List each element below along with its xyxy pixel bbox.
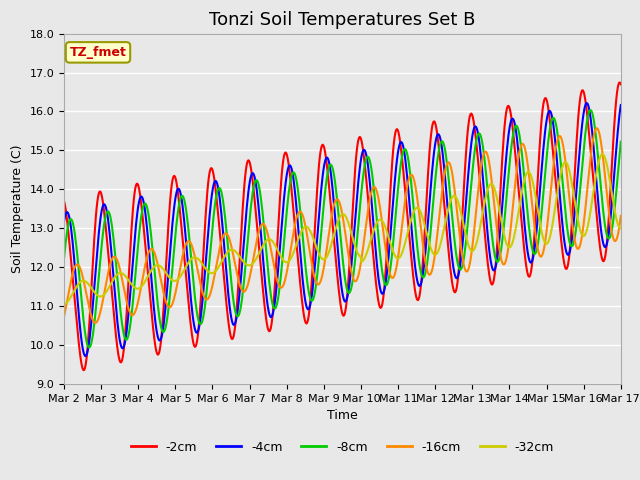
Y-axis label: Soil Temperature (C): Soil Temperature (C) (11, 144, 24, 273)
Text: TZ_fmet: TZ_fmet (70, 46, 127, 59)
X-axis label: Time: Time (327, 409, 358, 422)
Legend: -2cm, -4cm, -8cm, -16cm, -32cm: -2cm, -4cm, -8cm, -16cm, -32cm (125, 436, 559, 459)
Title: Tonzi Soil Temperatures Set B: Tonzi Soil Temperatures Set B (209, 11, 476, 29)
